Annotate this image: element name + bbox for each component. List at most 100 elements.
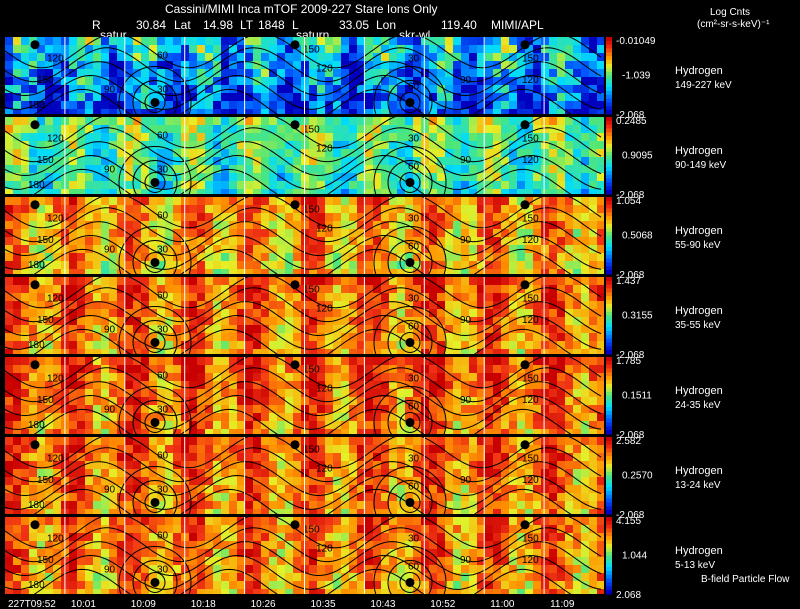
contour-level-label: 120 [316,544,333,555]
anti-marker [290,40,300,50]
contour-ring [373,545,447,594]
anti-marker [520,280,530,290]
contour-ring [118,145,192,194]
contour-ring [399,171,421,193]
anti-marker [520,120,530,130]
header-l-value: 119.40 [441,18,477,32]
contour-line [5,47,602,83]
header-lon-label: Lon [376,18,397,32]
planet-marker [150,97,160,107]
contour-level-label: 150 [303,444,320,455]
contour-line [5,127,602,163]
contour-level-label: 90 [460,395,472,406]
colorbar-max-label: 1.785 [616,356,641,367]
contour-level-label: 120 [316,464,333,475]
channel-energy-label: 5-13 keV [675,560,715,571]
planet-marker [150,497,160,507]
contour-level-label: 30 [157,564,169,575]
panel-3: 180 150 120 90 30 60 150 120 30 60 90 150 120 1.054 0.… [5,196,723,281]
colorbar-6 [606,437,612,515]
header-lat-label: Lat [174,18,191,32]
contour-level-label: 180 [28,100,45,111]
time-tick-label: 10:18 [191,599,216,609]
panel-5: 180 150 120 90 30 60 150 120 30 60 90 150 120 1.785 0.… [5,356,723,441]
contour-line [5,37,602,69]
contour-level-label: 150 [37,475,54,486]
header-lon-value: 33.05 [339,18,370,32]
contour-line [33,408,572,434]
contour-level-label: 120 [522,155,539,166]
header-org: MIMI/APL [491,18,544,32]
contour-ring [387,79,433,114]
contour-level-label: 150 [303,524,320,535]
contour-ring [144,171,166,193]
channel-species-label: Hydrogen [675,545,723,557]
planet-marker [405,337,415,347]
colorbar-min-label: -2.068 [616,510,645,521]
contour-level-label: 120 [47,374,64,385]
channel-species-label: Hydrogen [675,385,723,397]
contour-level-label: 60 [408,481,420,492]
contour-ring [373,385,447,434]
contour-line [33,88,572,114]
anti-marker [520,520,530,530]
colorbar-min-label: -2.068 [616,350,645,361]
contour-level-label: 120 [316,144,333,155]
colorbar-max-label: 1.054 [616,196,641,207]
anti-marker [30,200,40,210]
contour-ring [399,251,421,273]
panel-1: 180 150 120 90 30 60 150 120 30 60 90 150 120 -0.0104… [5,36,732,121]
contour-level-label: 120 [47,214,64,225]
channel-energy-label: 24-35 keV [675,400,721,411]
contour-ring [132,159,178,194]
time-tick-label: 10:09 [131,599,156,609]
contour-level-label: 150 [37,155,54,166]
colorbar-mid-label: 0.2570 [622,471,653,482]
panel-5-contours [5,357,602,434]
planet-marker [405,257,415,267]
contour-level-label: 180 [28,420,45,431]
colorbar-5 [606,357,612,435]
channel-species-label: Hydrogen [675,465,723,477]
contour-line [5,541,602,577]
contour-level-label: 120 [316,64,333,75]
contour-level-label: 30 [157,84,169,95]
contour-level-label: 30 [157,484,169,495]
colorbar-mid-label: 0.1511 [622,391,652,402]
contour-level-label: 90 [460,475,472,486]
contour-level-label: 120 [47,294,64,305]
contour-ring [373,305,447,354]
contour-line [33,488,572,514]
contour-line [5,461,602,497]
contour-level-label: 180 [28,340,45,351]
contour-line [5,517,602,549]
contour-level-label: 60 [408,161,420,172]
anti-marker [290,120,300,130]
contour-level-label: 150 [522,134,539,145]
channel-species-label: Hydrogen [675,145,723,157]
colorbar-max-label: -0.01049 [616,36,656,47]
contour-level-label: 30 [408,214,420,225]
contour-ring [118,385,192,434]
contour-level-label: 120 [47,454,64,465]
contour-level-label: 120 [522,75,539,86]
colorbar-min-label: -2.068 [616,270,645,281]
contour-line [5,357,602,389]
contour-level-label: 90 [460,155,472,166]
colorbar-mid-label: 1.044 [622,551,647,562]
contour-level-label: 60 [157,211,169,222]
contour-ring [132,79,178,114]
contour-level-label: 180 [28,180,45,191]
contour-ring [132,319,178,354]
channel-species-label: Hydrogen [675,65,723,77]
contour-level-label: 90 [460,235,472,246]
contour-ring [118,545,192,594]
time-tick-label: 10:52 [430,599,455,609]
panel-2-contours [5,117,602,194]
contour-line [5,367,602,403]
panel-2: 180 150 120 90 30 60 150 120 30 60 90 150 120 0.2485 0… [5,116,726,201]
contour-level-label: 60 [408,81,420,92]
contour-ring [132,479,178,514]
colorbar-title-line1: Log Cnts [710,7,751,18]
contour-ring [399,491,421,513]
